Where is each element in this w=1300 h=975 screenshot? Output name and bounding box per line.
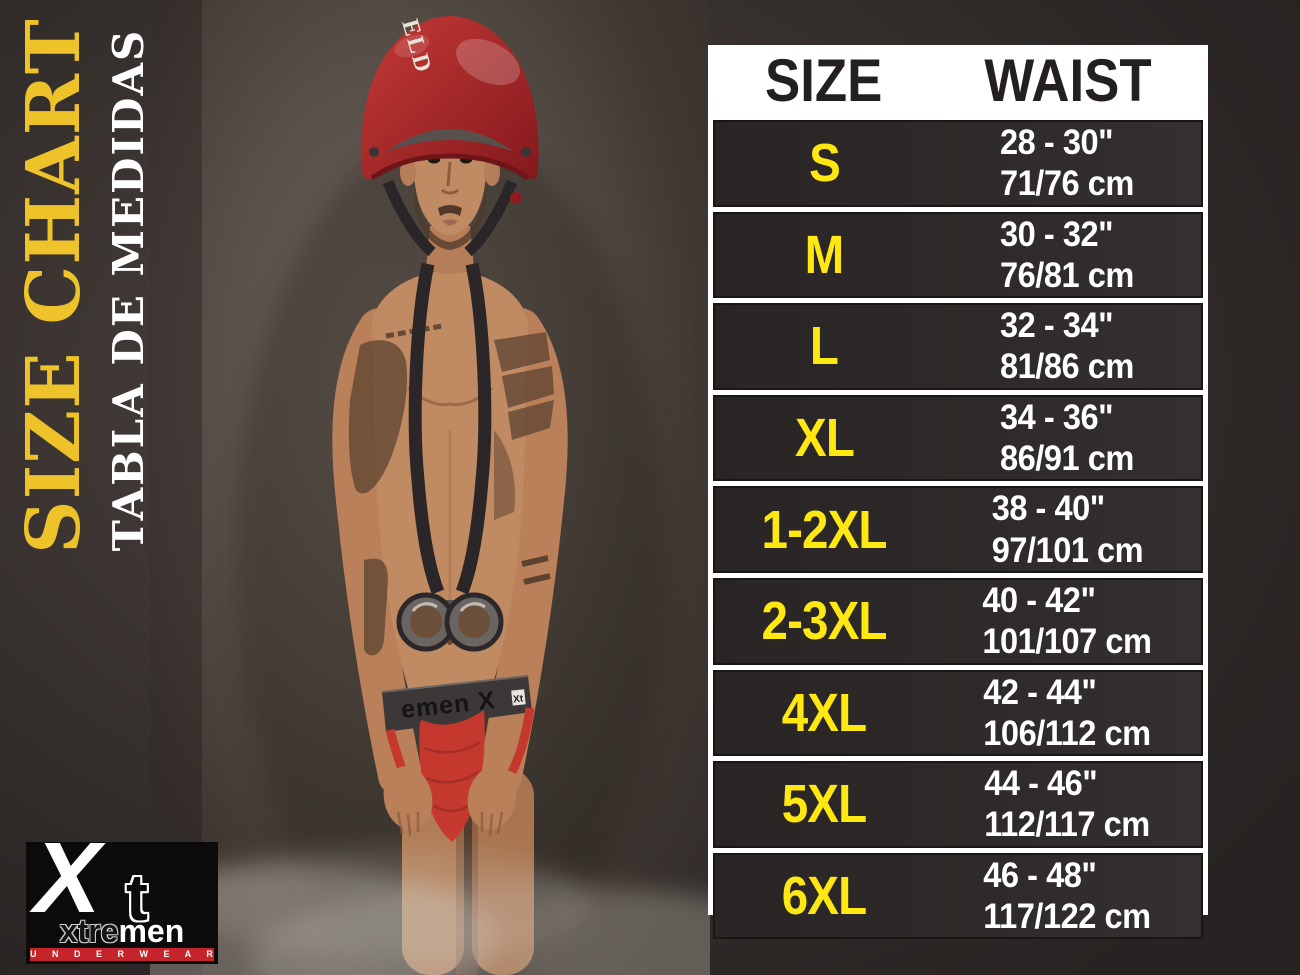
- size-label: 2-3XL: [761, 591, 888, 652]
- waist-inches: 30 - 32": [1000, 214, 1114, 254]
- size-table: SIZE WAIST S 28 - 30" 71/76 cm: [708, 45, 1208, 940]
- size-cell: 5XL: [715, 773, 934, 835]
- size-label: M: [804, 224, 845, 285]
- size-row: M 30 - 32" 76/81 cm: [713, 211, 1203, 299]
- waist-cell: 38 - 40" 97/101 cm: [934, 488, 1201, 571]
- waist-cell: 42 - 44" 106/112 cm: [934, 672, 1201, 755]
- table-header: SIZE WAIST: [713, 45, 1203, 115]
- size-label: XL: [794, 408, 855, 469]
- waist-inches: 46 - 48": [983, 855, 1098, 895]
- goggles: [396, 262, 504, 652]
- size-row: S 28 - 30" 71/76 cm: [713, 120, 1203, 207]
- underwear: emen X Xt: [381, 675, 535, 842]
- waist-cm: 86/91 cm: [1000, 439, 1135, 479]
- waist-inches: 32 - 34": [1000, 306, 1114, 346]
- size-row: 2-3XL 40 - 42" 101/107 cm: [713, 577, 1203, 665]
- waist-cm: 101/107 cm: [982, 622, 1153, 662]
- logo-brand-left: xtre: [59, 913, 119, 949]
- waist-cell: 44 - 46" 112/117 cm: [934, 763, 1201, 846]
- helmet: ELD: [361, 16, 539, 257]
- size-cell: 2-3XL: [715, 590, 934, 652]
- waist-cell: 46 - 48" 117/122 cm: [934, 855, 1201, 938]
- model-figure: ELD emen X X: [332, 16, 568, 975]
- waist-inches: 38 - 40": [991, 489, 1106, 529]
- chin-strap: [382, 179, 518, 257]
- size-label: 4XL: [782, 682, 867, 743]
- waist-cell: 30 - 32" 76/81 cm: [934, 214, 1201, 297]
- pouch-tag-text: Xt: [513, 693, 525, 705]
- header-waist: WAIST: [984, 46, 1152, 114]
- header-size: SIZE: [764, 46, 882, 114]
- size-cell: 6XL: [715, 865, 934, 927]
- size-row: 6XL 46 - 48" 117/122 cm: [713, 852, 1203, 940]
- waistband: [382, 676, 532, 732]
- size-row: 5XL 44 - 46" 112/117 cm: [713, 761, 1203, 848]
- model-photo: ELD emen X X: [150, 0, 710, 975]
- logo-brand-name: xtremen: [26, 915, 218, 947]
- waist-cm: 117/122 cm: [983, 897, 1152, 937]
- size-row: XL 34 - 36" 86/91 cm: [713, 394, 1203, 482]
- size-cell: M: [715, 224, 934, 286]
- hands: [383, 766, 517, 837]
- waist-cell: 28 - 30" 71/76 cm: [934, 122, 1201, 205]
- size-label: 5XL: [782, 774, 867, 835]
- size-row: 4XL 42 - 44" 106/112 cm: [713, 669, 1203, 757]
- size-cell: XL: [715, 407, 934, 469]
- beard: [414, 186, 486, 250]
- size-row: 1-2XL 38 - 40" 97/101 cm: [713, 486, 1203, 573]
- fog: [150, 847, 710, 975]
- size-label: 6XL: [782, 866, 867, 927]
- size-cell: S: [715, 132, 934, 194]
- size-cell: 4XL: [715, 682, 934, 744]
- waist-cm: 106/112 cm: [983, 713, 1152, 753]
- backdrop-corner-shadow: [150, 0, 202, 975]
- logo-underwear-bar: U N D E R W E A R: [30, 948, 214, 961]
- waist-inches: 44 - 46": [984, 764, 1099, 804]
- size-label: S: [808, 133, 841, 194]
- page-title-english: SIZE CHART: [11, 18, 97, 554]
- size-cell: L: [715, 315, 934, 377]
- size-label: 1-2XL: [761, 499, 888, 560]
- waist-inches: 40 - 42": [982, 580, 1097, 620]
- waist-cm: 97/101 cm: [991, 530, 1144, 570]
- waist-cm: 76/81 cm: [1000, 255, 1135, 295]
- size-row: L 32 - 34" 81/86 cm: [713, 303, 1203, 390]
- waist-cm: 112/117 cm: [984, 805, 1151, 845]
- waist-inches: 42 - 44": [983, 672, 1098, 712]
- waist-cell: 40 - 42" 101/107 cm: [934, 580, 1201, 663]
- waist-cm: 81/86 cm: [1000, 347, 1135, 387]
- waist-cm: 71/76 cm: [1000, 164, 1135, 204]
- tattoos: [348, 332, 554, 656]
- armband-tattoo: [521, 555, 551, 585]
- size-cell: 1-2XL: [715, 499, 934, 561]
- xtremen-logo: X t xtremen U N D E R W E A R: [26, 828, 218, 964]
- waist-cell: 34 - 36" 86/91 cm: [934, 397, 1201, 480]
- size-label: L: [810, 316, 839, 377]
- waist-inches: 34 - 36": [1000, 397, 1114, 437]
- logo-x-letter: X: [34, 822, 101, 934]
- waist-inches: 28 - 30": [1000, 123, 1114, 162]
- logo-t-letter: t: [126, 860, 148, 934]
- waist-cell: 32 - 34" 81/86 cm: [934, 305, 1201, 388]
- logo-brand-right: men: [118, 913, 185, 949]
